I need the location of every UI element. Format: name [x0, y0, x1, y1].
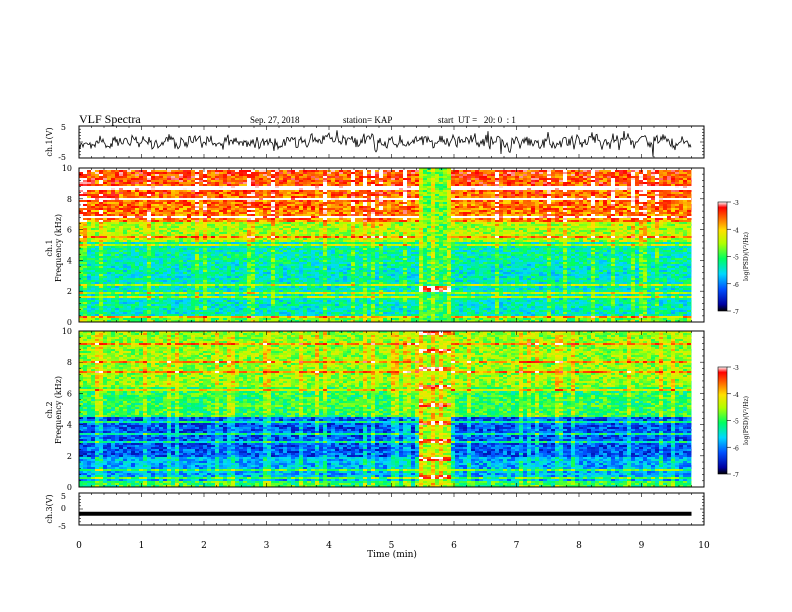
- colorbar-tick-label: -7: [733, 309, 739, 316]
- time-tick-label: 4: [326, 541, 332, 551]
- ch1-spectrogram-ylabel-1: ch.1: [45, 239, 54, 256]
- time-tick-label: 3: [264, 541, 270, 551]
- ch2-spectrogram-ytick-label: 2: [67, 452, 72, 461]
- ch1-spectrogram-image: [79, 168, 704, 322]
- colorbar-scale: [717, 366, 728, 475]
- ch1-spectrogram-ytick-label: 8: [67, 195, 72, 204]
- ch2-spectrogram-ytick-label: 4: [67, 421, 72, 430]
- colorbar-tick-label: -4: [733, 392, 739, 399]
- ch2-spectrogram-ylabel-2: Frequency (kHz): [54, 376, 63, 444]
- colorbar-tick-label: -5: [733, 255, 739, 262]
- colorbar-tick-label: -3: [733, 365, 739, 372]
- colorbar-tick-label: -6: [733, 282, 739, 289]
- ch1-spectrogram-ytick-label: 0: [67, 318, 72, 327]
- colorbar-tick-label: -3: [733, 200, 739, 207]
- ch1-waveform-panel: 5 -5 ch.1(V): [45, 123, 705, 162]
- ch1-spectrogram-ytick-label: 4: [67, 256, 72, 265]
- colorbar-tick-label: -5: [733, 419, 739, 426]
- ch3-waveform-panel: 5 0 -5 ch.3(V): [45, 492, 705, 531]
- time-axis: 0 1 2 3 4 5 6 7 8 9 10: [76, 541, 710, 551]
- colorbar-tick-label: -6: [733, 445, 739, 452]
- colorbar-scale: [717, 201, 728, 312]
- time-tick-label: 9: [639, 541, 645, 551]
- ch2-spectrogram-ytick-label: 10: [62, 327, 72, 336]
- ch1-ytick-bottom: -5: [58, 153, 66, 162]
- time-tick-label: 6: [451, 541, 457, 551]
- ch1-spectrogram-ytick-label: 10: [62, 164, 72, 173]
- time-axis-label: Time (min): [367, 549, 417, 560]
- ch1-colorbar: -3 -4 -5 -6 -7 log(PSD)(V²/Hz): [717, 200, 750, 316]
- ch2-colorbar: -3 -4 -5 -6 -7 log(PSD)(V²/Hz): [717, 365, 750, 479]
- ch1-spectrogram-ytick-label: 2: [67, 287, 72, 296]
- ch1-spectrogram-ytick-label: 6: [67, 226, 72, 235]
- ch3-ytick-mid: 0: [61, 504, 66, 513]
- time-tick-label: 5: [389, 541, 395, 551]
- colorbar-tick-label: -4: [733, 227, 739, 234]
- chart-title: VLF Spectra: [79, 112, 141, 127]
- ch2-spectrogram-ylabel-1: ch.2: [45, 401, 54, 418]
- ch2-spectrogram-ytick-label: 8: [67, 358, 72, 367]
- ch2-spectrogram-ytick-label: 0: [67, 483, 72, 492]
- ch2-spectrogram-ytick-label: 6: [67, 389, 72, 398]
- ch3-ytick-top: 5: [61, 492, 66, 501]
- time-tick-label: 10: [698, 541, 710, 551]
- time-tick-label: 0: [76, 541, 82, 551]
- ch3-waveform-frame: [78, 492, 705, 526]
- start-time-label: start UT = 20: 0 : 1: [438, 115, 516, 125]
- time-tick-label: 1: [139, 541, 145, 551]
- ch1-waveform-line: [78, 130, 692, 157]
- ch1-ylabel: ch.1(V): [45, 127, 54, 156]
- recording-date: Sep. 27, 2018: [250, 115, 300, 125]
- ch1-ytick-top: 5: [61, 123, 66, 132]
- colorbar-label: log(PSD)(V²/Hz): [743, 232, 750, 281]
- time-tick-label: 2: [201, 541, 207, 551]
- time-tick-label: 7: [514, 541, 520, 551]
- ch1-spectrogram-ylabel-2: Frequency (kHz): [54, 214, 63, 282]
- colorbar-tick-label: -7: [733, 472, 739, 479]
- ch2-spectrogram-image: [79, 331, 704, 487]
- colorbar-label: log(PSD)(V²/Hz): [743, 396, 750, 445]
- ch1-waveform-frame: [78, 125, 705, 159]
- ch2-spectrogram-panel: 0 2 4 6 8 10 ch.2 Frequency (kHz) -3 -4 -5 -6 -7 l…: [45, 327, 750, 492]
- time-tick-label: 8: [576, 541, 582, 551]
- ch1-spectrogram-panel: 0 2 4 6 8 10 ch.1 Frequency (kHz) -3 -4 -5 -6 -7 l…: [45, 164, 750, 327]
- station-label: station= KAP: [343, 115, 392, 125]
- ch3-ytick-bottom: -5: [58, 522, 66, 531]
- ch3-ylabel: ch.3(V): [45, 494, 54, 523]
